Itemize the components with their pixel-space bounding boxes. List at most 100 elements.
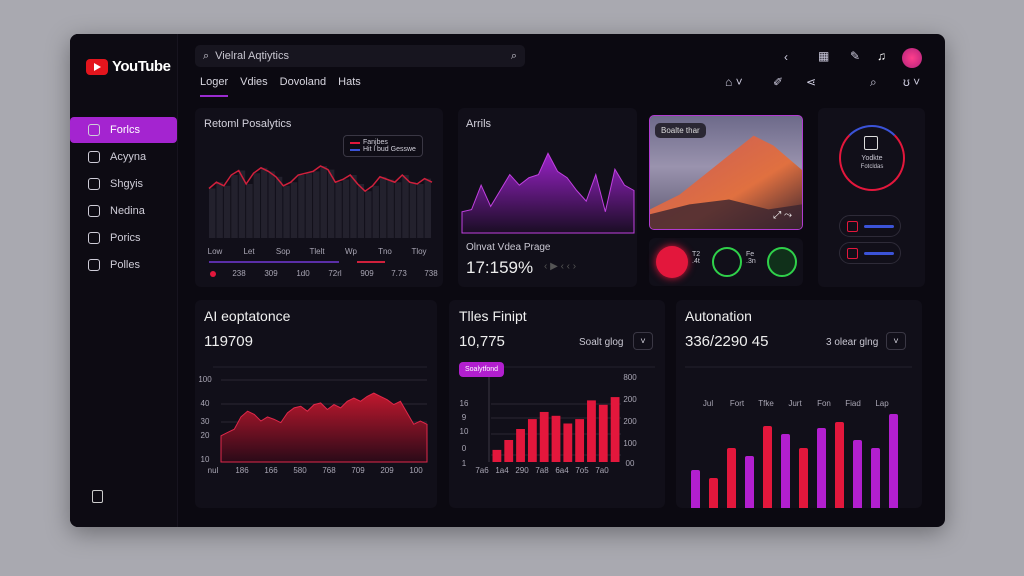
media-icon: [88, 205, 100, 217]
sidebar-item-5[interactable]: Polles: [70, 252, 178, 278]
titles-y-tick-left: 16: [460, 399, 469, 408]
titles-x-tick: 7a0: [595, 466, 609, 475]
titles-y-tick-right: 00: [626, 459, 635, 468]
profile-ring: [839, 125, 905, 191]
automation-bar: [745, 456, 754, 508]
video-thumbnail[interactable]: Boalte thar ⤢ ⤳: [649, 115, 803, 230]
titles-x-tick: 6a4: [555, 466, 569, 475]
user-menu-icon[interactable]: ʊ ˅: [903, 75, 921, 89]
thumbnail-badge: Boalte thar: [655, 123, 706, 138]
automation-label: Fiad: [845, 399, 861, 408]
ai-y-tick: 100: [198, 375, 212, 384]
ai-y-tick: 40: [201, 399, 210, 408]
tab-2[interactable]: Dovoland: [279, 76, 327, 88]
ai-area: [220, 392, 428, 463]
retention-bar: [275, 176, 283, 238]
automation-label: Fort: [730, 399, 745, 408]
titles-tag: Soalytfond: [459, 362, 505, 377]
artists-subtitle: Olnvat Vdea Prage: [466, 242, 551, 253]
sidebar-item-1[interactable]: Acyyna: [70, 144, 178, 170]
cube-icon: [864, 136, 878, 150]
profile-card: Yodkte Fotcldas: [818, 108, 925, 287]
ai-title: AI eoptatonce: [204, 308, 291, 324]
expand-icon[interactable]: ⤢ ⤳: [773, 210, 792, 221]
retention-line: [208, 165, 433, 193]
profile-pill-2[interactable]: [839, 242, 901, 264]
titles-bar: [539, 411, 549, 462]
sidebar-item-3[interactable]: Nedina: [70, 198, 178, 224]
titles-bar: [587, 400, 596, 462]
automation-bar: [709, 478, 718, 508]
titles-y-tick-right: 100: [623, 439, 637, 448]
retention-stat: 7.73: [391, 269, 407, 278]
titles-bar: [598, 404, 608, 462]
tab-0[interactable]: Loger: [200, 76, 229, 97]
retention-x-label: Sop: [276, 247, 291, 256]
artists-title: Arrils: [466, 118, 492, 130]
sidebar-item-label: Acyyna: [110, 151, 147, 163]
mountain-image: [650, 135, 802, 229]
tv-icon: [88, 178, 100, 190]
titles-bar: [551, 415, 561, 462]
retention-bar: [223, 185, 231, 238]
youtube-logo[interactable]: YouTube: [86, 58, 171, 75]
titles-bar: [504, 440, 514, 462]
automation-dropdown-label: 3 olear glng: [826, 337, 879, 348]
automation-bar: [817, 428, 826, 508]
sidebar-item-4[interactable]: Porics: [70, 225, 178, 251]
retention-stat: 309: [264, 269, 278, 278]
retention-bar: [209, 188, 216, 238]
retention-progress-1: [209, 261, 339, 263]
ai-x-tick: 166: [264, 466, 278, 475]
retention-bar: [305, 173, 313, 238]
search-icon: ⌕: [203, 49, 210, 62]
retention-progress-2: [357, 261, 385, 263]
back-icon[interactable]: ‹: [784, 50, 788, 64]
retention-bar: [372, 185, 379, 238]
sidebar-item-label: Shgyis: [110, 178, 144, 190]
titles-x-tick: 7a6: [475, 466, 489, 475]
sidebar-item-2[interactable]: Shgyis: [70, 171, 178, 197]
automation-dropdown-button[interactable]: ˅: [886, 332, 906, 350]
playback-controls[interactable]: ‹ ▶ ‹ ‹ ›: [544, 261, 577, 272]
file-icon[interactable]: [92, 490, 103, 503]
search-input[interactable]: ⌕ Vielral Aqtiytics ⌕: [195, 45, 525, 67]
retention-bar: [216, 182, 223, 238]
retention-bar: [327, 169, 335, 238]
titles-bar: [610, 397, 620, 462]
search-icon[interactable]: ⌕: [870, 75, 877, 89]
retention-bar: [313, 171, 320, 238]
retention-stat: 909: [360, 269, 374, 278]
sidebar-item-0[interactable]: Forlcs: [70, 117, 177, 143]
titles-x-tick: 1a4: [495, 466, 509, 475]
search-submit-icon[interactable]: ⌕: [510, 49, 517, 62]
automation-label: Jurt: [788, 399, 802, 408]
edit-icon[interactable]: ✐: [773, 75, 784, 89]
notification-icon[interactable]: ♫: [877, 49, 886, 63]
retention-bar: [365, 191, 372, 238]
pen-icon[interactable]: ✎: [850, 49, 861, 63]
ai-x-tick: 709: [351, 466, 365, 475]
retention-x-label: Let: [243, 247, 255, 256]
profile-pill-1[interactable]: [839, 215, 901, 237]
tab-3[interactable]: Hats: [338, 76, 361, 88]
retention-x-label: Tlelt: [309, 247, 325, 256]
ai-x-tick: nul: [208, 466, 219, 475]
retention-bar: [357, 184, 365, 238]
avatar[interactable]: [902, 48, 922, 68]
titles-dropdown-button[interactable]: ˅: [633, 332, 653, 350]
retention-bar: [342, 179, 350, 238]
automation-label: Tfke: [758, 399, 774, 408]
titles-bar: [527, 419, 537, 462]
automation-bar: [835, 422, 844, 508]
share-icon[interactable]: ⋖: [806, 75, 817, 89]
titles-y-tick-left: 0: [462, 444, 467, 453]
ai-x-tick: 580: [293, 466, 307, 475]
retention-bar: [350, 175, 357, 238]
tab-1[interactable]: Vdies: [240, 76, 268, 88]
youtube-play-icon: [86, 58, 108, 75]
lock-icon[interactable]: ⌂ ˅: [725, 75, 743, 89]
automation-bar: [691, 470, 700, 508]
calendar-icon[interactable]: ▦: [818, 49, 830, 63]
red-logo-icon: [656, 246, 688, 278]
